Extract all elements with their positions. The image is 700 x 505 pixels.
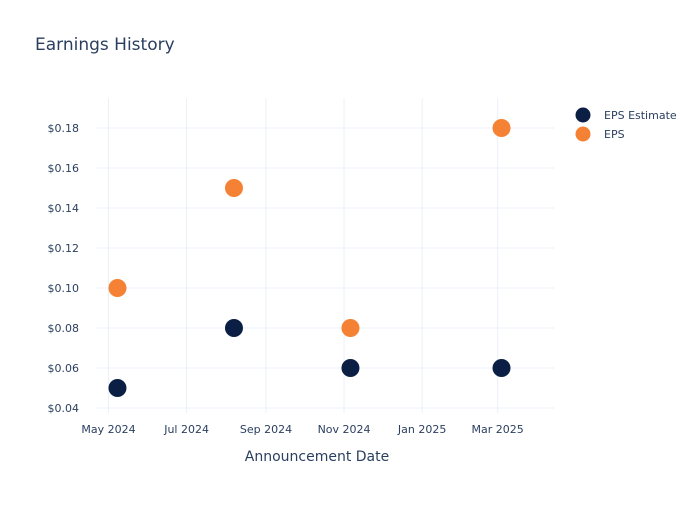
series-eps-estimate	[108, 319, 511, 397]
legend-item[interactable]: EPS Estimate	[575, 107, 677, 123]
y-axis-ticks: $0.04 $0.06 $0.08 $0.10 $0.12 $0.14 $0.16 $0.18	[48, 122, 80, 415]
legend-marker	[575, 126, 591, 142]
data-point[interactable]	[341, 359, 360, 377]
data-point[interactable]	[492, 119, 511, 137]
series-eps	[108, 119, 511, 337]
chart-title: Earnings History	[35, 35, 175, 55]
data-point[interactable]	[341, 319, 360, 337]
x-axis-ticks: May 2024 Jul 2024 Sep 2024 Nov 2024 Jan 2025…	[81, 423, 523, 436]
y-tick-label: $0.18	[48, 122, 80, 135]
y-tick-label: $0.12	[48, 242, 80, 255]
x-tick-label: May 2024	[81, 423, 135, 436]
y-tick-label: $0.16	[48, 162, 80, 175]
y-tick-label: $0.06	[48, 362, 80, 375]
data-point[interactable]	[224, 319, 243, 337]
x-tick-label: Sep 2024	[240, 423, 292, 436]
x-tick-label: Mar 2025	[472, 423, 524, 436]
x-tick-label: Jul 2024	[163, 423, 209, 436]
legend-item[interactable]: EPS	[575, 126, 625, 142]
legend-label: EPS	[604, 128, 625, 141]
legend-marker	[575, 107, 591, 123]
y-tick-label: $0.08	[48, 322, 80, 335]
data-point[interactable]	[492, 359, 511, 377]
data-point[interactable]	[224, 179, 243, 197]
legend[interactable]: EPS Estimate EPS	[575, 107, 677, 142]
legend-label: EPS Estimate	[604, 109, 677, 122]
x-tick-label: Jan 2025	[397, 423, 446, 436]
x-tick-label: Nov 2024	[318, 423, 371, 436]
x-axis-title: Announcement Date	[245, 449, 389, 465]
y-tick-label: $0.04	[48, 402, 80, 415]
y-tick-label: $0.10	[48, 282, 80, 295]
data-point[interactable]	[108, 379, 127, 397]
data-points	[108, 119, 511, 397]
grid	[97, 98, 554, 413]
y-tick-label: $0.14	[48, 202, 80, 215]
data-point[interactable]	[108, 279, 127, 297]
